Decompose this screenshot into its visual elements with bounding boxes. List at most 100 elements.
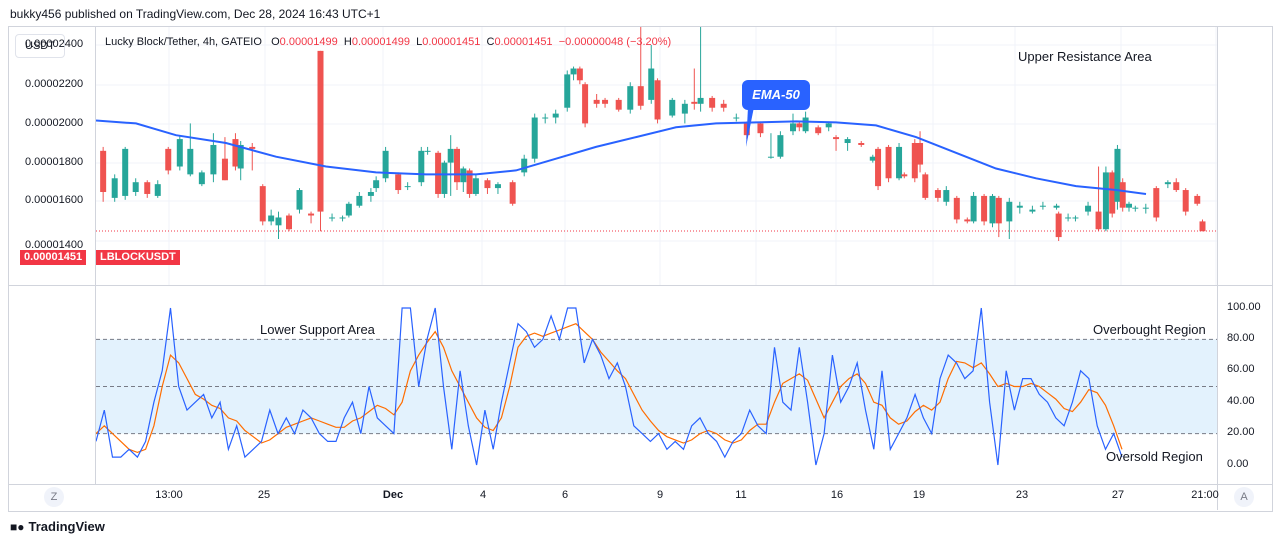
candle-body xyxy=(627,86,634,110)
price-candle xyxy=(875,146,882,191)
price-candle xyxy=(934,188,941,202)
candle-body xyxy=(484,180,491,189)
low-value: 0.00001451 xyxy=(422,36,481,48)
price-chart[interactable] xyxy=(96,27,1217,285)
candle-body xyxy=(165,148,172,171)
candle-body xyxy=(943,190,950,202)
time-tick-label: 25 xyxy=(257,489,271,501)
candle-body xyxy=(576,68,583,81)
price-candle xyxy=(964,217,971,224)
stochastic-pane[interactable] xyxy=(96,286,1217,484)
price-candle xyxy=(757,121,764,138)
candle-body xyxy=(1142,207,1149,209)
price-candle xyxy=(1119,178,1126,212)
candle-body xyxy=(286,215,292,230)
candle-body xyxy=(249,146,256,149)
candle-body xyxy=(901,174,908,177)
osc-tick-label: 100.00 xyxy=(1227,301,1261,313)
candle-body xyxy=(176,139,183,167)
candle-body xyxy=(733,117,740,119)
price-candle xyxy=(953,195,960,224)
price-candle xyxy=(681,99,688,124)
candle-body xyxy=(1085,205,1092,212)
time-tick-label: 21:00 xyxy=(1191,489,1219,501)
price-candle xyxy=(691,68,698,110)
upper-resistance-label: Upper Resistance Area xyxy=(1018,49,1152,64)
currency-button[interactable]: USDT xyxy=(15,34,65,58)
price-candle xyxy=(648,45,655,104)
price-candle xyxy=(943,186,950,206)
price-candle xyxy=(221,137,228,181)
candle-body xyxy=(466,170,473,194)
price-candle xyxy=(1153,186,1160,222)
candle-body xyxy=(825,123,832,128)
price-candle xyxy=(466,168,473,198)
candle-body xyxy=(654,80,661,120)
price-candle xyxy=(345,201,352,218)
candle-body xyxy=(221,158,228,181)
ema-50-callout: EMA-50 xyxy=(742,80,810,110)
price-candle xyxy=(922,172,929,200)
price-candle xyxy=(1114,144,1121,210)
osc-tick-label: 60.00 xyxy=(1227,363,1255,375)
candle-body xyxy=(122,148,129,196)
symbol-name[interactable]: Lucky Block/Tether, 4h, GATEIO xyxy=(105,36,262,48)
candle-body xyxy=(833,137,840,140)
auto-scale-button[interactable]: A xyxy=(1234,487,1254,507)
candle-body xyxy=(953,197,960,220)
candle-body xyxy=(1199,221,1206,232)
candle-body xyxy=(896,146,903,179)
candle-body xyxy=(268,215,275,222)
candle-body xyxy=(802,117,809,132)
price-candle xyxy=(858,141,865,147)
stoch-d-line xyxy=(96,323,1123,454)
high-value: 0.00001499 xyxy=(351,36,410,48)
price-candle xyxy=(669,97,676,118)
candle-body xyxy=(1173,182,1180,191)
stoch-k-line xyxy=(96,307,1123,466)
lower-support-label: Lower Support Area xyxy=(260,322,375,337)
price-candle xyxy=(317,50,324,232)
price-candle xyxy=(144,180,151,198)
price-candle xyxy=(733,113,740,122)
price-candle xyxy=(132,178,139,196)
candle-body xyxy=(844,139,851,143)
price-candle xyxy=(1199,219,1206,232)
price-candle xyxy=(1039,201,1046,210)
candle-body xyxy=(564,74,571,108)
price-candle xyxy=(286,213,292,232)
price-candle xyxy=(767,133,774,159)
candle-body xyxy=(531,117,538,159)
left-axis-separator xyxy=(95,26,96,484)
candle-body xyxy=(100,150,107,192)
candle-body xyxy=(111,178,118,198)
price-candle xyxy=(418,146,425,187)
price-candle xyxy=(815,125,822,136)
candle-body xyxy=(1055,213,1062,238)
timezone-z-button[interactable]: Z xyxy=(44,487,64,507)
price-candle xyxy=(308,211,315,224)
candle-body xyxy=(1182,190,1189,212)
ema-callout-pointer xyxy=(746,107,754,147)
candle-body xyxy=(317,50,324,212)
price-candle xyxy=(154,180,161,198)
candle-body xyxy=(232,139,239,167)
price-candle xyxy=(447,135,454,196)
price-candle xyxy=(989,193,996,228)
candle-body xyxy=(593,99,600,104)
price-candle xyxy=(1085,201,1092,216)
pane-separator[interactable] xyxy=(8,285,1272,286)
candle-body xyxy=(1102,172,1109,230)
candle-body xyxy=(1039,205,1046,207)
time-axis-separator xyxy=(8,484,1272,485)
price-candle xyxy=(460,166,467,192)
price-candle xyxy=(111,174,118,202)
price-tick-label: 0.00002400 xyxy=(25,38,84,50)
time-tick-label: 6 xyxy=(561,489,569,501)
price-candle xyxy=(472,174,479,196)
price-candle xyxy=(654,78,661,124)
candle-body xyxy=(885,146,892,179)
candle-body xyxy=(709,97,716,108)
overbought-label: Overbought Region xyxy=(1093,322,1206,337)
time-tick-label: Dec xyxy=(382,489,404,501)
